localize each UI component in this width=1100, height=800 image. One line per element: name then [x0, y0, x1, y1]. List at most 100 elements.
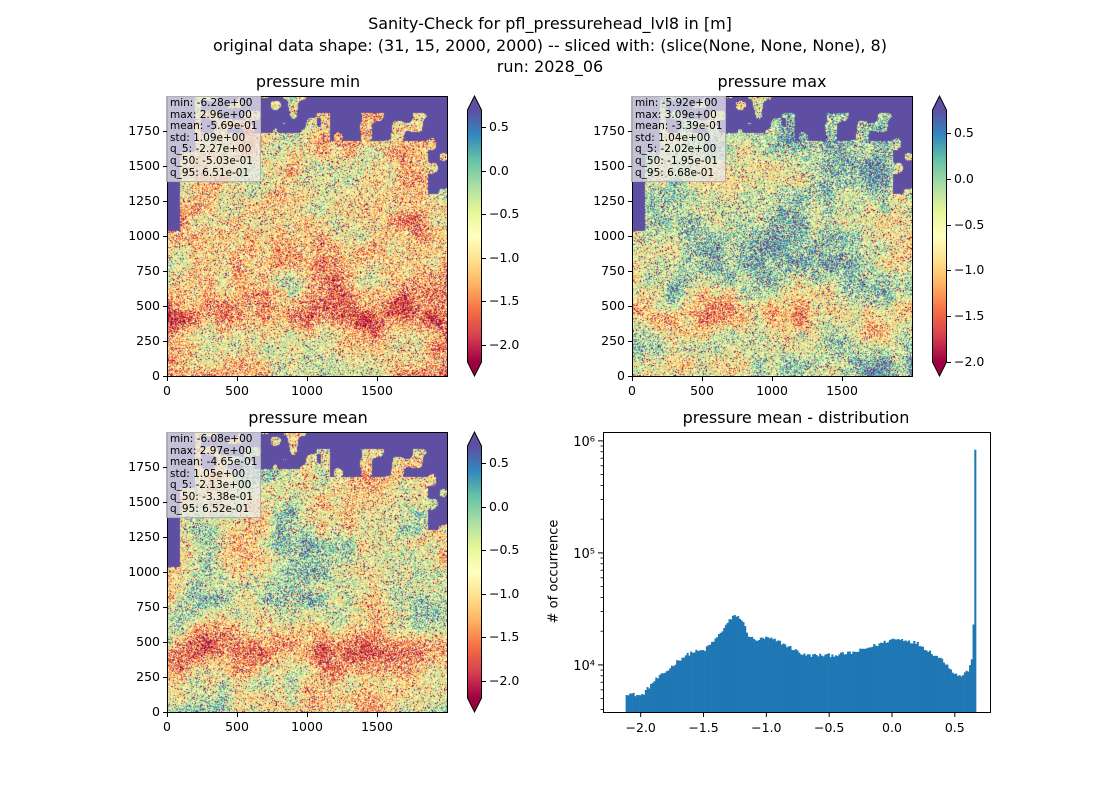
y-tick-mark [628, 376, 632, 377]
x-tick-label: 0 [628, 383, 636, 398]
y-tick-mark [163, 502, 167, 503]
histogram-bar [756, 640, 759, 712]
histogram-bar [731, 615, 735, 712]
histogram-bar [658, 674, 661, 712]
colorbar-tick-mark [482, 506, 486, 508]
colorbar-tick-mark [482, 170, 486, 172]
y-tick-label: 1500 [128, 494, 160, 509]
histogram-bar [705, 646, 708, 712]
y-tick-mark [628, 131, 632, 132]
histogram-bar [895, 639, 898, 712]
colorbar-tick-label: −2.0 [489, 672, 520, 688]
histogram-bar [925, 650, 928, 712]
histogram-bar [641, 693, 644, 712]
histogram-bar [887, 642, 890, 712]
x-tick-mark [772, 377, 773, 381]
histogram-bar [754, 640, 757, 712]
histogram-bar [906, 641, 909, 712]
histogram-bar [740, 620, 743, 712]
histogram-bar [838, 654, 841, 712]
histogram-bar [670, 665, 673, 712]
histogram-y-tick-label: 10⁶ [573, 435, 595, 450]
histogram-bar [763, 638, 766, 712]
colorbar-tick-label: −0.5 [489, 206, 520, 222]
histogram-bar [866, 648, 869, 712]
histogram-bar [859, 648, 862, 712]
histogram-bar [955, 673, 958, 712]
histogram-bar [718, 634, 721, 712]
histogram-title: pressure mean - distribution [682, 408, 910, 427]
histogram-y-tick-label: 10⁵ [573, 547, 595, 562]
y-tick-label: 1250 [128, 193, 160, 208]
histogram-bar [672, 666, 675, 712]
colorbar-tick-label: −1.5 [489, 629, 520, 645]
histogram-bar [960, 676, 963, 712]
histogram-bar [700, 650, 703, 712]
colorbar-tick-label: 0.5 [489, 119, 509, 135]
histogram-bar [880, 642, 883, 712]
histogram-bar [770, 637, 773, 712]
histogram-bar [779, 640, 782, 712]
x-tick-label: 0 [163, 719, 171, 734]
histogram-frame [603, 432, 991, 713]
colorbar-tick-label: −1.5 [489, 293, 520, 309]
histogram-bar [972, 624, 975, 712]
y-tick-mark [163, 572, 167, 573]
x-tick-mark [632, 377, 633, 381]
histogram-bar [819, 653, 822, 712]
y-tick-mark [163, 712, 167, 713]
histogram-bar [970, 659, 973, 712]
histogram-bar [665, 671, 668, 712]
histogram-bar [820, 655, 823, 712]
histogram-bar [669, 668, 672, 712]
histogram-bar [827, 653, 830, 712]
histogram-x-tick-label: 0.0 [882, 720, 902, 735]
histogram-bar [702, 650, 705, 712]
y-tick-mark [163, 467, 167, 468]
colorbar-tick-label: −0.5 [954, 216, 985, 232]
histogram-bar [789, 646, 792, 712]
histogram-x-tick-label: −1.0 [751, 720, 781, 735]
histogram-bar [932, 655, 935, 712]
x-tick-mark [237, 713, 238, 717]
histogram-bar [829, 657, 832, 712]
histogram-bar [878, 643, 881, 712]
histogram-bar [946, 664, 949, 712]
colorbar-tick-mark [482, 214, 486, 216]
y-tick-mark [163, 341, 167, 342]
histogram-bar [766, 637, 769, 712]
histogram-bar [662, 673, 665, 712]
histogram-bar [965, 670, 968, 712]
histogram-bar [840, 652, 843, 712]
colorbar-tick-label: 0.5 [954, 124, 974, 140]
histogram-bar [630, 693, 633, 712]
histogram-bar [894, 639, 897, 712]
histogram-bar [690, 651, 693, 712]
histogram-bar [728, 619, 731, 712]
histogram-bar [782, 643, 785, 712]
x-tick-mark [307, 713, 308, 717]
colorbar-tick-mark [482, 550, 486, 552]
histogram-bar [869, 647, 872, 712]
histogram-bar [937, 657, 940, 712]
histogram-bar [845, 654, 848, 712]
histogram-bar [948, 668, 951, 712]
histogram-bar [742, 622, 745, 712]
y-tick-mark [163, 271, 167, 272]
histogram-bar [674, 664, 677, 712]
histogram-bar [934, 655, 937, 712]
histogram-x-tick-label: −2.0 [626, 720, 656, 735]
histogram-bar [711, 641, 714, 712]
figure-title-line-2: original data shape: (31, 15, 2000, 2000… [213, 36, 887, 55]
histogram-bar [956, 675, 959, 712]
histogram-bar [969, 665, 972, 712]
histogram-bar [920, 646, 923, 712]
histogram-bar [815, 655, 818, 712]
colorbar-tick-mark [482, 127, 486, 129]
histogram-bar [902, 641, 905, 712]
histogram-bar [733, 614, 736, 712]
histogram-bar [721, 631, 724, 712]
histogram-bar [648, 688, 651, 712]
histogram-bar [963, 672, 966, 712]
x-tick-label: 1500 [361, 719, 393, 734]
